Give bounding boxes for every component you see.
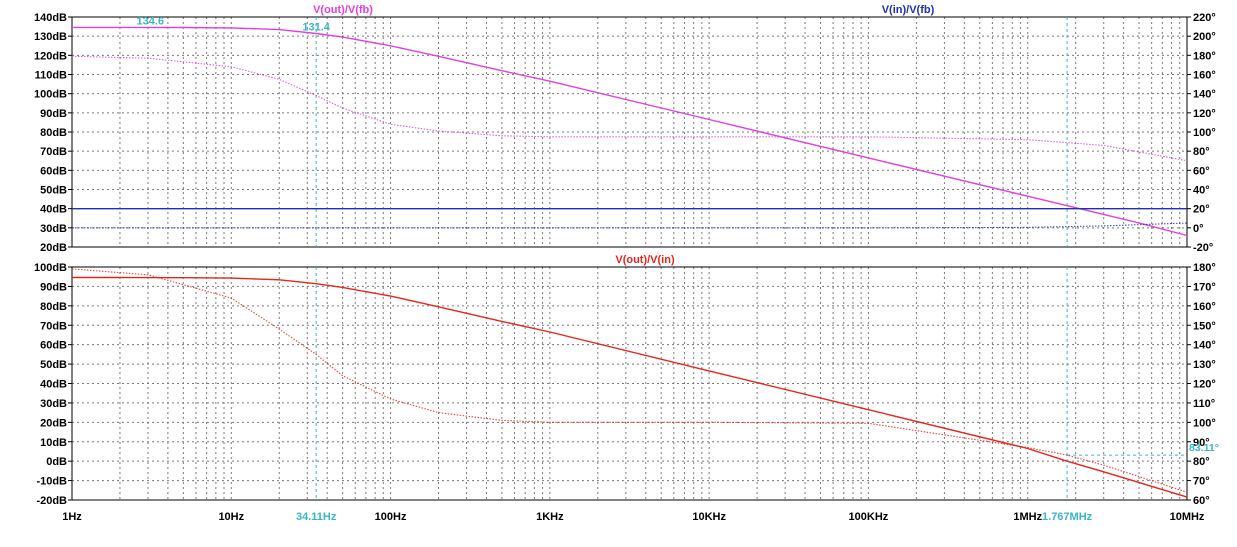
y2-tick-label: 160° bbox=[1193, 70, 1216, 82]
y2-tick-label: 160° bbox=[1193, 301, 1216, 313]
y2-tick-label: 110° bbox=[1193, 398, 1215, 410]
y-tick-label: 30dB bbox=[40, 398, 67, 410]
y2-tick-label: 170° bbox=[1193, 281, 1216, 293]
y-tick-label: 140dB bbox=[34, 12, 67, 24]
y2-tick-label: 180° bbox=[1193, 50, 1216, 62]
y-tick-label: 130dB bbox=[34, 31, 67, 43]
y2-tick-label: 130° bbox=[1193, 359, 1216, 371]
y2-tick-label: 100° bbox=[1193, 127, 1216, 139]
x-tick-label: 100Hz bbox=[375, 511, 407, 523]
y-tick-label: -10dB bbox=[36, 476, 67, 488]
panel-top: 140dB 130dB 120dB 110dB 100dB 90dB 80dB 70dB 60d… bbox=[34, 4, 1216, 254]
y-tick-label: 60dB bbox=[40, 165, 67, 177]
series-phase-line bbox=[72, 222, 1188, 229]
panel-frame bbox=[71, 16, 1188, 248]
y-tick-label: 100dB bbox=[34, 89, 67, 101]
y-tick-label: 50dB bbox=[40, 185, 67, 197]
y2-tick-label: 90° bbox=[1193, 437, 1210, 449]
y2-tick-label: 0° bbox=[1193, 223, 1204, 235]
legend-label: V(in)/V(fb) bbox=[882, 4, 935, 16]
y-tick-label: 120dB bbox=[34, 50, 67, 62]
y2-tick-label: 60° bbox=[1193, 165, 1210, 177]
panel-frame bbox=[71, 266, 1188, 501]
y-tick-label: -20dB bbox=[36, 495, 67, 507]
y2-tick-label: 120° bbox=[1193, 379, 1216, 391]
panel-bottom: 100dB 90dB 80dB 70dB 60dB 50dB 40dB 30dB 20dB 10d… bbox=[34, 254, 1219, 523]
y-tick-label: 100dB bbox=[34, 262, 67, 274]
y-tick-label: 90dB bbox=[40, 108, 67, 120]
y2-tick-label: 140° bbox=[1193, 340, 1216, 352]
y2-tick-label: 220° bbox=[1193, 12, 1216, 24]
y2-tick-label: 180° bbox=[1193, 262, 1216, 274]
y2-tick-label: 140° bbox=[1193, 89, 1216, 101]
y-tick-label: 10dB bbox=[40, 437, 67, 449]
x-tick-label: 1Hz bbox=[62, 511, 82, 523]
legend-label: V(out)/V(fb) bbox=[313, 4, 373, 16]
cursor-value-label: 134.6 bbox=[137, 15, 165, 27]
x-tick-label: 10Hz bbox=[218, 511, 244, 523]
horizontal-gridlines bbox=[72, 285, 1187, 482]
y-tick-label: 30dB bbox=[40, 223, 67, 235]
y2-tick-label: 40° bbox=[1193, 185, 1210, 197]
x-tick-label: 1KHz bbox=[536, 511, 564, 523]
y-tick-label: 0dB bbox=[46, 456, 67, 468]
y-tick-label: 60dB bbox=[40, 340, 67, 352]
x-tick-label: 10KHz bbox=[692, 511, 726, 523]
y2-tick-label: 200° bbox=[1193, 31, 1216, 43]
y-tick-label: 40dB bbox=[40, 204, 67, 216]
cursor-x-label: 1.767MHz bbox=[1042, 511, 1093, 523]
y-tick-label: 40dB bbox=[40, 379, 67, 391]
y2-tick-label: 70° bbox=[1193, 476, 1210, 488]
y2-tick-label: 150° bbox=[1193, 320, 1216, 332]
y-tick-label: 110dB bbox=[35, 70, 67, 82]
y-tick-label: 20dB bbox=[40, 242, 67, 254]
y2-tick-label: 60° bbox=[1193, 495, 1210, 507]
cursor-value-label: 131.4 bbox=[302, 21, 330, 33]
y-tick-label: 50dB bbox=[40, 359, 67, 371]
y-tick-label: 70dB bbox=[40, 320, 67, 332]
y2-tick-label: 100° bbox=[1193, 417, 1216, 429]
y2-tick-label: -20° bbox=[1193, 242, 1213, 254]
x-tick-label: 1MHz bbox=[1013, 511, 1042, 523]
y-tick-label: 80dB bbox=[40, 301, 67, 313]
y2-tick-label: 120° bbox=[1193, 108, 1216, 120]
cursor-value-label: 83.11° bbox=[1189, 442, 1219, 454]
x-tick-label: 10MHz bbox=[1170, 511, 1205, 523]
x-tick-label: 100KHz bbox=[849, 511, 889, 523]
y-tick-label: 20dB bbox=[40, 417, 67, 429]
y-tick-label: 90dB bbox=[40, 281, 67, 293]
cursor-x-label: 34.11Hz bbox=[296, 511, 337, 523]
y2-tick-label: 80° bbox=[1193, 456, 1210, 468]
y2-tick-label: 80° bbox=[1193, 146, 1210, 158]
y2-tick-label: 20° bbox=[1193, 204, 1210, 216]
y-tick-label: 70dB bbox=[40, 146, 67, 158]
series-magnitude-line bbox=[72, 276, 1188, 498]
series-magnitude-line bbox=[72, 26, 1188, 237]
y-tick-label: 80dB bbox=[40, 127, 67, 139]
legend-label: V(out)/V(in) bbox=[615, 254, 675, 266]
